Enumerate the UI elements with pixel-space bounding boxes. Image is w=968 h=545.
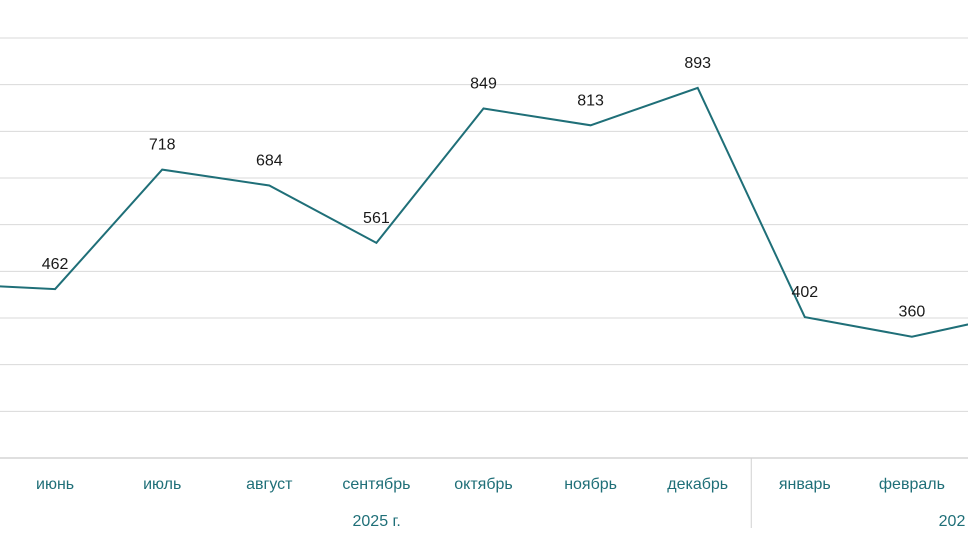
x-tick-label: октябрь [454,476,512,493]
year-label: 202 [939,513,966,530]
x-tick-label: ноябрь [564,476,617,493]
x-tick-label: июнь [36,476,74,493]
x-tick-labels: июнь июль август сентябрь октябрь ноябрь декаб… [36,476,945,493]
year-label: 2025 г. [353,513,401,530]
x-tick-label: сентябрь [342,476,410,493]
x-tick-label: декабрь [667,476,728,493]
year-labels: 2025 г. 202 [353,513,966,530]
data-label: 402 [791,284,818,301]
data-label: 561 [363,210,390,227]
x-tick-label: август [246,476,293,493]
gridlines [0,37,968,459]
x-tick-label: июль [143,476,181,493]
series-line [0,86,968,338]
data-label: 684 [256,152,283,169]
data-labels: 462 718 684 561 849 813 893 402 360 [42,55,926,321]
x-axis [0,457,968,528]
x-tick-label: январь [779,476,831,493]
data-label: 462 [42,256,69,273]
x-tick-label: февраль [879,476,945,493]
data-label: 813 [577,92,604,109]
data-label: 718 [149,137,176,154]
data-label: 360 [899,304,926,321]
data-label: 893 [684,55,711,72]
series [0,86,968,338]
data-label: 849 [470,75,497,92]
